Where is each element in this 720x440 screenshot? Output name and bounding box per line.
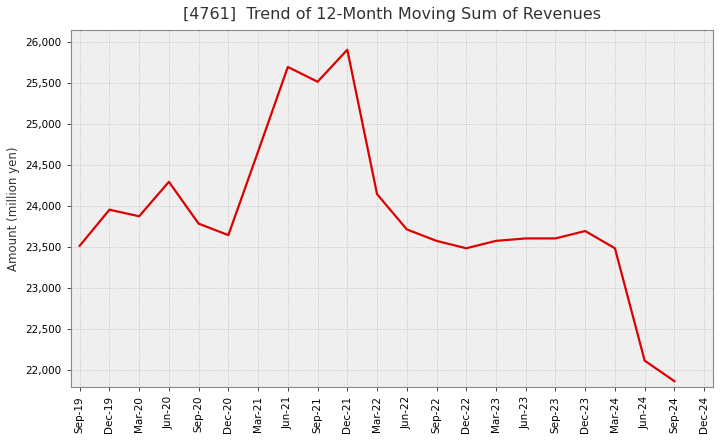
Y-axis label: Amount (million yen): Amount (million yen): [7, 146, 20, 271]
Title: [4761]  Trend of 12-Month Moving Sum of Revenues: [4761] Trend of 12-Month Moving Sum of R…: [183, 7, 601, 22]
